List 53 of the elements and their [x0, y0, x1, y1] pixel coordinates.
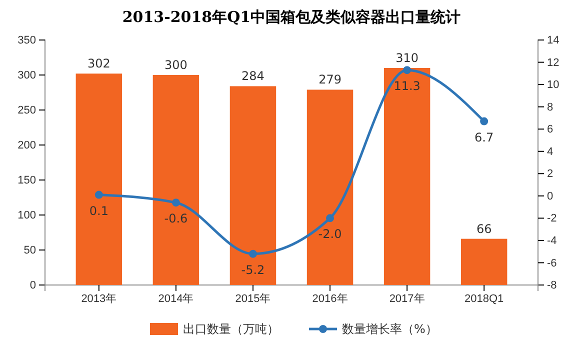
- chart-title: 2013-2018年Q1中国箱包及类似容器出口量统计: [122, 8, 461, 26]
- bar: [152, 75, 200, 285]
- y-tick-label: 350: [18, 34, 36, 47]
- bar: [76, 74, 122, 285]
- y-tick-label: 200: [18, 140, 36, 152]
- point: [326, 214, 334, 222]
- data-label: 11.3: [394, 79, 420, 94]
- y2-tick-label: 14: [547, 34, 560, 47]
- bar: [460, 238, 508, 285]
- x-tick-label: 2017年: [389, 292, 425, 305]
- data-label: 284: [242, 69, 264, 84]
- y2-tick-label: 2: [547, 168, 554, 180]
- y2-tick-label: 8: [547, 101, 554, 114]
- data-label: -5.2: [241, 262, 265, 277]
- data-label: -2.0: [318, 227, 342, 242]
- x-tick-label: 2014年: [158, 292, 194, 305]
- data-label: 300: [164, 58, 188, 72]
- y-tick-label: 150: [18, 174, 36, 187]
- data-label: 6.7: [474, 130, 494, 144]
- bar: [384, 68, 430, 285]
- point: [94, 190, 103, 199]
- x-tick-label: 2015年: [235, 292, 271, 305]
- y2-tick-label: 0: [547, 190, 554, 202]
- point: [480, 117, 488, 126]
- legend-label: 出口数量（万吨）: [183, 322, 279, 336]
- y-tick-label: 0: [30, 280, 36, 292]
- bar: [306, 90, 354, 285]
- y2-tick-label: 4: [547, 146, 554, 158]
- data-label: 66: [476, 222, 492, 236]
- data-label: 0.1: [89, 204, 108, 218]
- point: [172, 198, 180, 207]
- y2-tick-label: 10: [547, 79, 560, 92]
- y2-tick-label: 6: [547, 124, 554, 136]
- x-tick-label: 2018Q1: [464, 292, 504, 305]
- y-tick-label: 50: [24, 244, 36, 257]
- x-tick-label: 2013年: [81, 292, 117, 305]
- y2-tick-label: -8: [547, 280, 557, 292]
- y2-tick-label: -6: [547, 257, 557, 270]
- point: [248, 250, 257, 258]
- data-label: -0.6: [164, 212, 188, 226]
- point: [403, 66, 412, 74]
- legend-label: 数量增长率（%）: [342, 322, 438, 336]
- y2-tick-label: 12: [547, 56, 560, 69]
- data-label: 302: [87, 56, 110, 71]
- data-label: 279: [318, 72, 342, 87]
- x-tick-label: 2016年: [312, 292, 348, 305]
- data-label: 310: [396, 51, 418, 65]
- y2-tick-label: -4: [547, 234, 557, 247]
- y-tick-label: 300: [18, 70, 36, 82]
- y-tick-label: 250: [18, 104, 36, 117]
- y-tick-label: 100: [18, 210, 36, 222]
- y2-tick-label: -2: [547, 212, 557, 225]
- bar: [230, 86, 276, 285]
